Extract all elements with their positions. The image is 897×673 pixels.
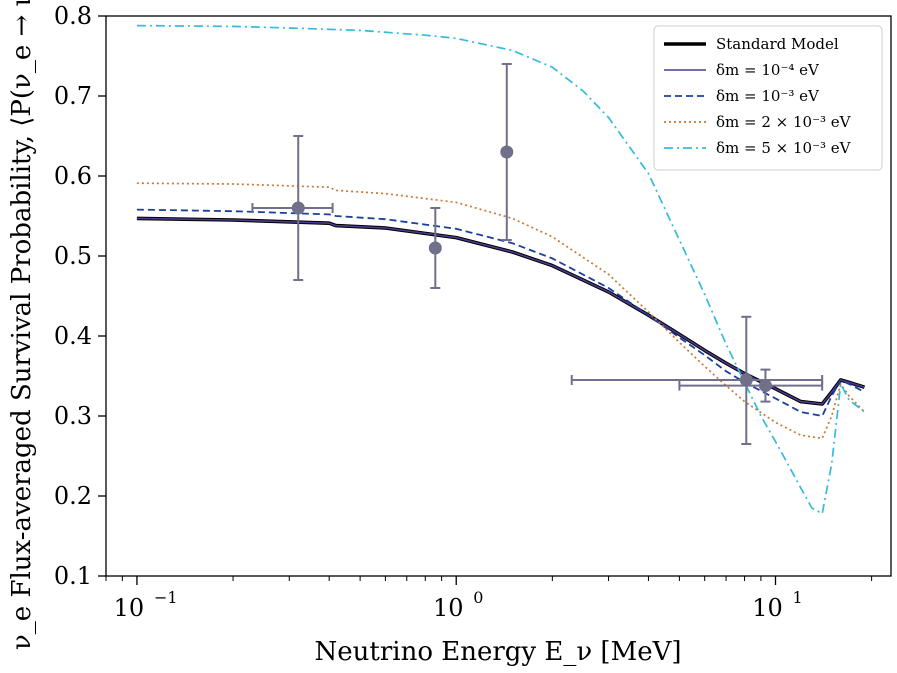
y-tick-label: 0.1 [54, 562, 92, 590]
y-tick-label: 0.7 [54, 82, 92, 110]
x-axis-label: Neutrino Energy E_ν [MeV] [315, 637, 682, 667]
data-points-layer [251, 63, 824, 445]
series-line-2 [136, 208, 865, 417]
data-point-marker [291, 201, 305, 215]
axes-layer: 10 −1 10 0 10 1 0.1 0.2 0.3 0.4 0.5 0.6 0.7 0.8 [54, 2, 873, 622]
y-tick-label: 0.2 [54, 482, 92, 510]
x-tick-label: 10 [433, 594, 464, 622]
series-line-3 [136, 182, 866, 440]
legend-label: δm = 5 × 10⁻³ eV [716, 139, 852, 157]
legend: Standard Model δm = 10⁻⁴ eV δm = 10⁻³ eV δm… [653, 25, 883, 171]
plot-frame [105, 15, 892, 577]
legend-label: δm = 10⁻⁴ eV [716, 61, 820, 79]
y-tick-label: 0.4 [54, 322, 92, 350]
data-point [678, 368, 824, 403]
x-tick-exponent: −1 [154, 588, 178, 607]
legend-label: δm = 10⁻³ eV [716, 87, 820, 105]
y-axis-label: ν_e Flux-averaged Survival Probability, … [7, 0, 37, 650]
data-point [251, 135, 334, 281]
y-tick-label: 0.8 [54, 2, 92, 30]
data-point [428, 207, 442, 289]
data-point-marker [739, 373, 753, 387]
data-point [500, 63, 514, 241]
series-line-1 [136, 217, 865, 405]
y-tick-label: 0.5 [54, 242, 92, 270]
x-tick-label: 10 [114, 594, 145, 622]
x-tick-exponent: 1 [793, 588, 803, 607]
y-tick-label: 0.3 [54, 402, 92, 430]
legend-label: δm = 2 × 10⁻³ eV [716, 113, 852, 131]
x-tick-exponent: 0 [473, 588, 483, 607]
data-point-marker [500, 145, 514, 159]
series-line-4 [136, 24, 866, 515]
series-layer [136, 24, 866, 515]
y-tick-label: 0.6 [54, 162, 92, 190]
series-line-0 [136, 216, 866, 406]
x-tick-label: 10 [752, 594, 783, 622]
data-point-marker [428, 241, 442, 255]
data-point [570, 315, 824, 445]
data-point-marker [758, 379, 772, 393]
legend-label: Standard Model [716, 35, 839, 53]
legend-box [653, 25, 883, 171]
